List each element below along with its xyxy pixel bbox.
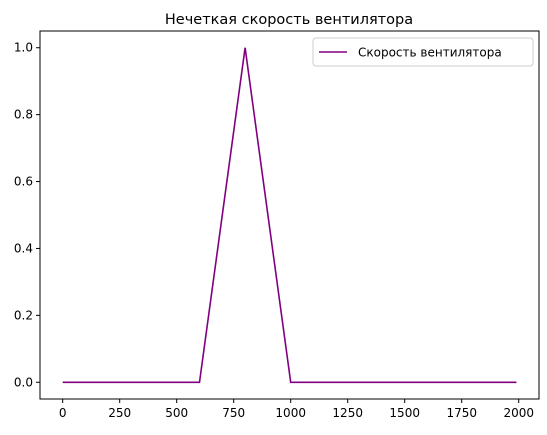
y-tick-label: 0.4: [14, 241, 33, 255]
plot-area: [62, 47, 517, 384]
x-tick-label: 750: [222, 406, 245, 420]
x-axis: 0 250 500 750 1000 1250 1500 1750 2000: [59, 399, 534, 420]
x-tick-label: 1250: [332, 406, 363, 420]
x-tick-label: 1750: [446, 406, 477, 420]
y-tick-label: 0.6: [14, 175, 33, 189]
x-tick-label: 2000: [503, 406, 534, 420]
x-tick-label: 250: [108, 406, 131, 420]
y-tick-label: 1.0: [14, 41, 33, 55]
y-tick-label: 0.8: [14, 108, 33, 122]
x-tick-label: 500: [165, 406, 188, 420]
legend-label: Скорость вентилятора: [358, 46, 502, 60]
x-tick-label: 0: [59, 406, 67, 420]
x-tick-label: 1000: [275, 406, 306, 420]
y-tick-label: 0.0: [14, 375, 33, 389]
x-tick-label: 1500: [389, 406, 420, 420]
legend-box: [312, 37, 534, 67]
series-line-0: [62, 47, 517, 384]
legend: Скорость вентилятора: [312, 37, 534, 67]
axes-frame: [39, 30, 540, 400]
y-tick-label: 0.2: [14, 308, 33, 322]
y-axis: 0.0 0.2 0.4 0.6 0.8 1.0: [14, 41, 40, 389]
chart-title: Нечеткая скорость вентилятора: [165, 12, 413, 28]
